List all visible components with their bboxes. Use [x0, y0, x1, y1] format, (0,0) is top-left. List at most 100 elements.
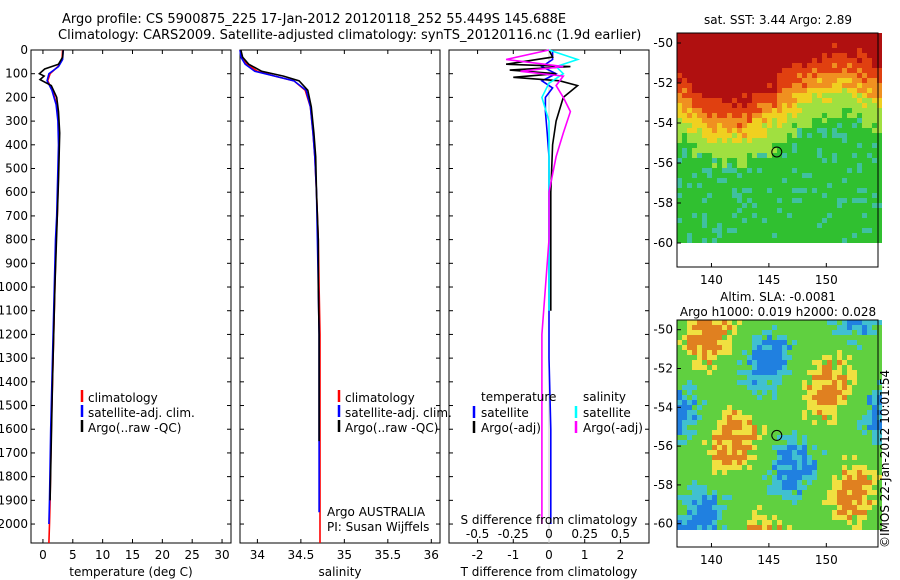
- map-cell: [697, 340, 702, 345]
- map-cell: [687, 38, 692, 43]
- map-cell: [847, 173, 852, 178]
- map-cell: [747, 460, 752, 465]
- map-cell: [852, 178, 857, 183]
- map-cell: [722, 198, 727, 203]
- map-cell: [877, 108, 882, 113]
- map-cell: [682, 183, 687, 188]
- map-cell: [767, 148, 772, 153]
- map-cell: [762, 370, 767, 375]
- map-cell: [772, 173, 777, 178]
- map-cell: [842, 455, 847, 460]
- x-tick-label: 145: [757, 553, 780, 567]
- map-cell: [842, 98, 847, 103]
- map-cell: [717, 108, 722, 113]
- map-cell: [832, 400, 837, 405]
- map-cell: [817, 218, 822, 223]
- map-cell: [742, 223, 747, 228]
- map-cell: [732, 183, 737, 188]
- map-cell: [682, 98, 687, 103]
- map-cell: [857, 233, 862, 238]
- map-cell: [792, 153, 797, 158]
- map-cell: [877, 53, 882, 58]
- map-cell: [742, 430, 747, 435]
- map-cell: [802, 43, 807, 48]
- map-cell: [762, 183, 767, 188]
- map-cell: [872, 450, 877, 455]
- map-cell: [692, 440, 697, 445]
- map-cell: [807, 460, 812, 465]
- map-cell: [797, 173, 802, 178]
- map-cell: [742, 143, 747, 148]
- map-cell: [862, 395, 867, 400]
- map-cell: [862, 485, 867, 490]
- map-cell: [752, 58, 757, 63]
- map-cell: [867, 385, 872, 390]
- map-cell: [747, 63, 752, 68]
- map-cell: [792, 178, 797, 183]
- map-cell: [732, 238, 737, 243]
- map-cell: [757, 128, 762, 133]
- map-cell: [747, 48, 752, 53]
- map-cell: [752, 510, 757, 515]
- map-cell: [867, 460, 872, 465]
- map-cell: [822, 53, 827, 58]
- map-cell: [872, 63, 877, 68]
- map-cell: [772, 203, 777, 208]
- map-cell: [717, 485, 722, 490]
- map-cell: [692, 33, 697, 38]
- map-cell: [827, 163, 832, 168]
- map-cell: [782, 73, 787, 78]
- map-cell: [737, 445, 742, 450]
- map-cell: [737, 173, 742, 178]
- map-cell: [702, 88, 707, 93]
- map-cell: [712, 163, 717, 168]
- map-cell: [812, 420, 817, 425]
- map-cell: [837, 108, 842, 113]
- map-cell: [752, 83, 757, 88]
- map-cell: [677, 495, 682, 500]
- map-cell: [712, 360, 717, 365]
- map-cell: [782, 520, 787, 525]
- map-cell: [682, 375, 687, 380]
- map-cell: [727, 173, 732, 178]
- map-cell: [812, 425, 817, 430]
- map-cell: [747, 83, 752, 88]
- map-cell: [872, 500, 877, 505]
- map-cell: [702, 515, 707, 520]
- legend-label: Argo(..raw -QC): [88, 421, 181, 435]
- map-cell: [817, 320, 822, 325]
- map-cell: [767, 228, 772, 233]
- map-cell: [862, 68, 867, 73]
- map-cell: [797, 425, 802, 430]
- map-cell: [702, 238, 707, 243]
- map-cell: [727, 128, 732, 133]
- map-cell: [877, 118, 882, 123]
- map-cell: [722, 320, 727, 325]
- map-cell: [852, 163, 857, 168]
- map-cell: [852, 198, 857, 203]
- map-cell: [717, 138, 722, 143]
- map-cell: [722, 48, 727, 53]
- map-cell: [707, 520, 712, 525]
- map-cell: [692, 355, 697, 360]
- map-cell: [877, 465, 882, 470]
- map-cell: [792, 233, 797, 238]
- map-cell: [877, 213, 882, 218]
- map-cell: [852, 168, 857, 173]
- map-cell: [857, 415, 862, 420]
- map-cell: [807, 490, 812, 495]
- map-cell: [772, 370, 777, 375]
- map-cell: [877, 163, 882, 168]
- map-cell: [732, 163, 737, 168]
- map-cell: [877, 370, 882, 375]
- map-cell: [802, 173, 807, 178]
- map-cell: [687, 515, 692, 520]
- map-cell: [872, 410, 877, 415]
- map-cell: [817, 500, 822, 505]
- map-cell: [812, 203, 817, 208]
- map-cell: [747, 525, 752, 530]
- map-cell: [732, 53, 737, 58]
- map-cell: [767, 188, 772, 193]
- map-cell: [737, 465, 742, 470]
- map-cell: [717, 68, 722, 73]
